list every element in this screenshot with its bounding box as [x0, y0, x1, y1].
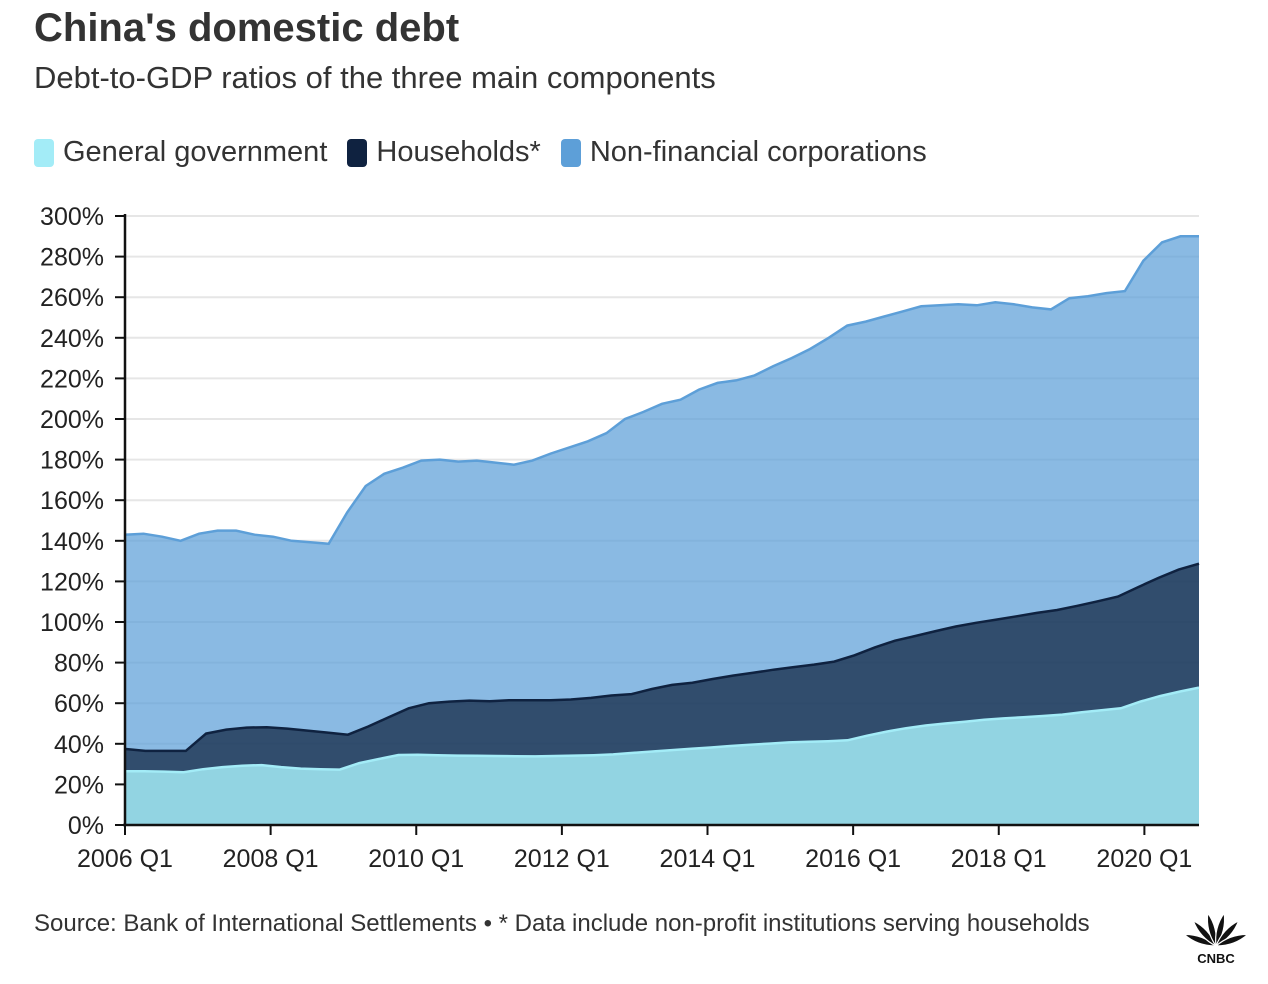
axes — [115, 214, 1199, 835]
stacked-area-chart: 0% 20% 40% 60% 80% 100% 120% 140% 160% 180% 200% 22… — [40, 203, 1200, 873]
y-tick-label-240: 240% — [40, 325, 104, 353]
y-tick-label-120: 120% — [40, 568, 104, 596]
y-tick-label-100: 100% — [40, 609, 104, 637]
x-tick-label-2010-Q1: 2010 Q1 — [368, 845, 464, 873]
y-tick-label-220: 220% — [40, 365, 104, 393]
x-tick-label-2006-Q1: 2006 Q1 — [77, 845, 173, 873]
x-tick-label-2018-Q1: 2018 Q1 — [951, 845, 1047, 873]
y-tick-label-20: 20% — [54, 771, 104, 799]
legend-label-households: Households* — [376, 136, 541, 168]
y-tick-label-40: 40% — [54, 731, 104, 759]
x-tick-label-2008-Q1: 2008 Q1 — [223, 845, 319, 873]
y-axis-tick-labels: 0% 20% 40% 60% 80% 100% 120% 140% 160% 180% 200% 22… — [40, 203, 104, 840]
y-tick-label-160: 160% — [40, 487, 104, 515]
source-note: Source: Bank of International Settlement… — [34, 910, 1090, 937]
y-tick-label-60: 60% — [54, 690, 104, 718]
legend-swatch-general-government — [34, 138, 54, 167]
legend-label-non-financial-corporations: Non-financial corporations — [589, 136, 927, 168]
legend-label-general-government: General government — [63, 136, 328, 168]
line-non-financial-corporations — [124, 235, 1199, 546]
legend-item-general-government: General government — [34, 136, 327, 169]
area-general-government — [125, 687, 1199, 825]
cnbc-logo-text: CNBC — [1197, 951, 1235, 966]
legend-swatch-non-financial-corporations — [560, 138, 581, 167]
y-tick-label-180: 180% — [40, 447, 104, 475]
legend-item-households: Households* — [347, 136, 541, 169]
peacock-icon — [1182, 911, 1250, 948]
y-tick-label-140: 140% — [40, 528, 104, 556]
cnbc-peacock-logo: CNBC — [1182, 911, 1250, 966]
x-tick-label-2014-Q1: 2014 Q1 — [660, 845, 756, 873]
line-general-government — [125, 686, 1200, 774]
legend: General government Households* Non-finan… — [34, 136, 947, 169]
y-tick-label-280: 280% — [40, 244, 104, 272]
x-tick-label-2012-Q1: 2012 Q1 — [514, 845, 610, 873]
x-tick-label-2016-Q1: 2016 Q1 — [805, 845, 901, 873]
y-tick-label-260: 260% — [40, 284, 104, 312]
y-tick-label-0: 0% — [68, 812, 104, 840]
peacock-feather-5 — [1214, 933, 1250, 947]
chart-subtitle: Debt-to-GDP ratios of the three main com… — [34, 60, 716, 95]
chart-title: China's domestic debt — [34, 6, 460, 50]
x-axis-tick-labels: 2006 Q1 2008 Q1 2010 Q1 2012 Q1 2014 Q1 2016 … — [77, 845, 1192, 873]
line-households — [124, 562, 1200, 753]
y-tick-label-80: 80% — [54, 650, 104, 678]
legend-swatch-households — [347, 138, 368, 167]
y-tick-label-200: 200% — [40, 406, 104, 434]
x-tick-label-2020-Q1: 2020 Q1 — [1096, 845, 1192, 873]
legend-item-non-financial-corporations: Non-financial corporations — [560, 136, 927, 169]
y-tick-label-300: 300% — [40, 203, 104, 231]
area-series — [124, 235, 1200, 826]
